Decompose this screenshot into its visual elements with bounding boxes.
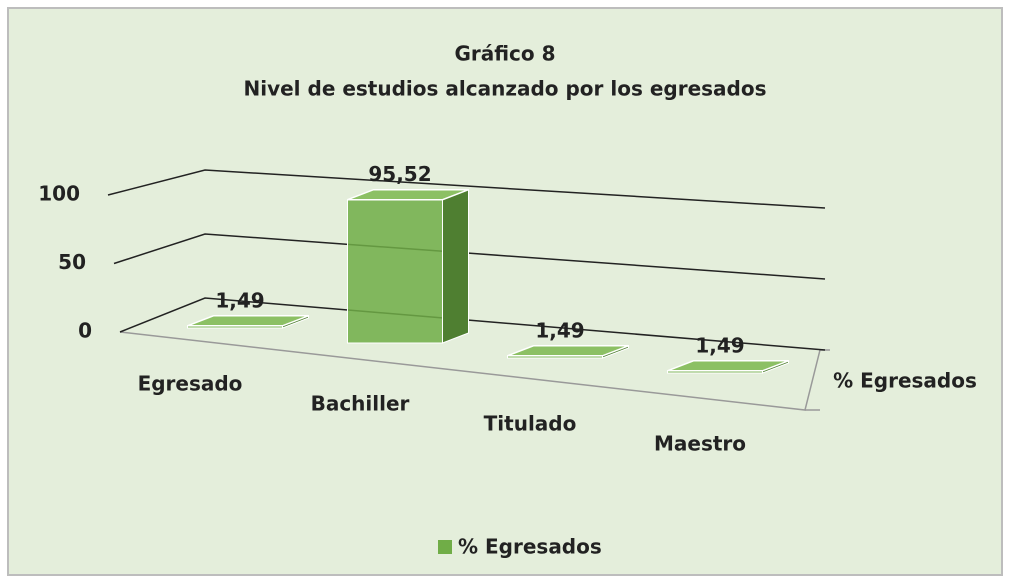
- bar-top: [667, 360, 789, 372]
- bar-side: [442, 188, 469, 344]
- y-tick-label: 100: [38, 182, 80, 206]
- grid-line: [113, 233, 826, 280]
- chart-background: [7, 7, 1003, 576]
- chart-subtitle: Nivel de estudios alcanzado por los egre…: [243, 77, 766, 101]
- depth-axis-label: % Egresados: [833, 369, 977, 393]
- bar-top: [507, 345, 629, 357]
- legend-swatch: [438, 540, 452, 554]
- value-label: 1,49: [215, 288, 264, 312]
- y-tick-label: 0: [78, 319, 92, 343]
- chart-title: Gráfico 8: [454, 42, 555, 66]
- value-label: 95,52: [368, 162, 431, 186]
- x-tick-label: Bachiller: [311, 392, 410, 416]
- value-label: 1,49: [695, 333, 744, 357]
- grid-line: [107, 169, 826, 209]
- value-label: 1,49: [535, 318, 584, 342]
- y-tick-label: 50: [58, 250, 86, 274]
- bar-top: [187, 315, 309, 327]
- grid-line: [119, 297, 826, 351]
- x-tick-label: Egresado: [138, 372, 243, 396]
- legend-label: % Egresados: [458, 535, 602, 559]
- x-tick-label: Maestro: [654, 432, 746, 456]
- bar-front: [347, 199, 443, 344]
- x-tick-label: Titulado: [484, 412, 577, 436]
- bar-top: [347, 188, 469, 201]
